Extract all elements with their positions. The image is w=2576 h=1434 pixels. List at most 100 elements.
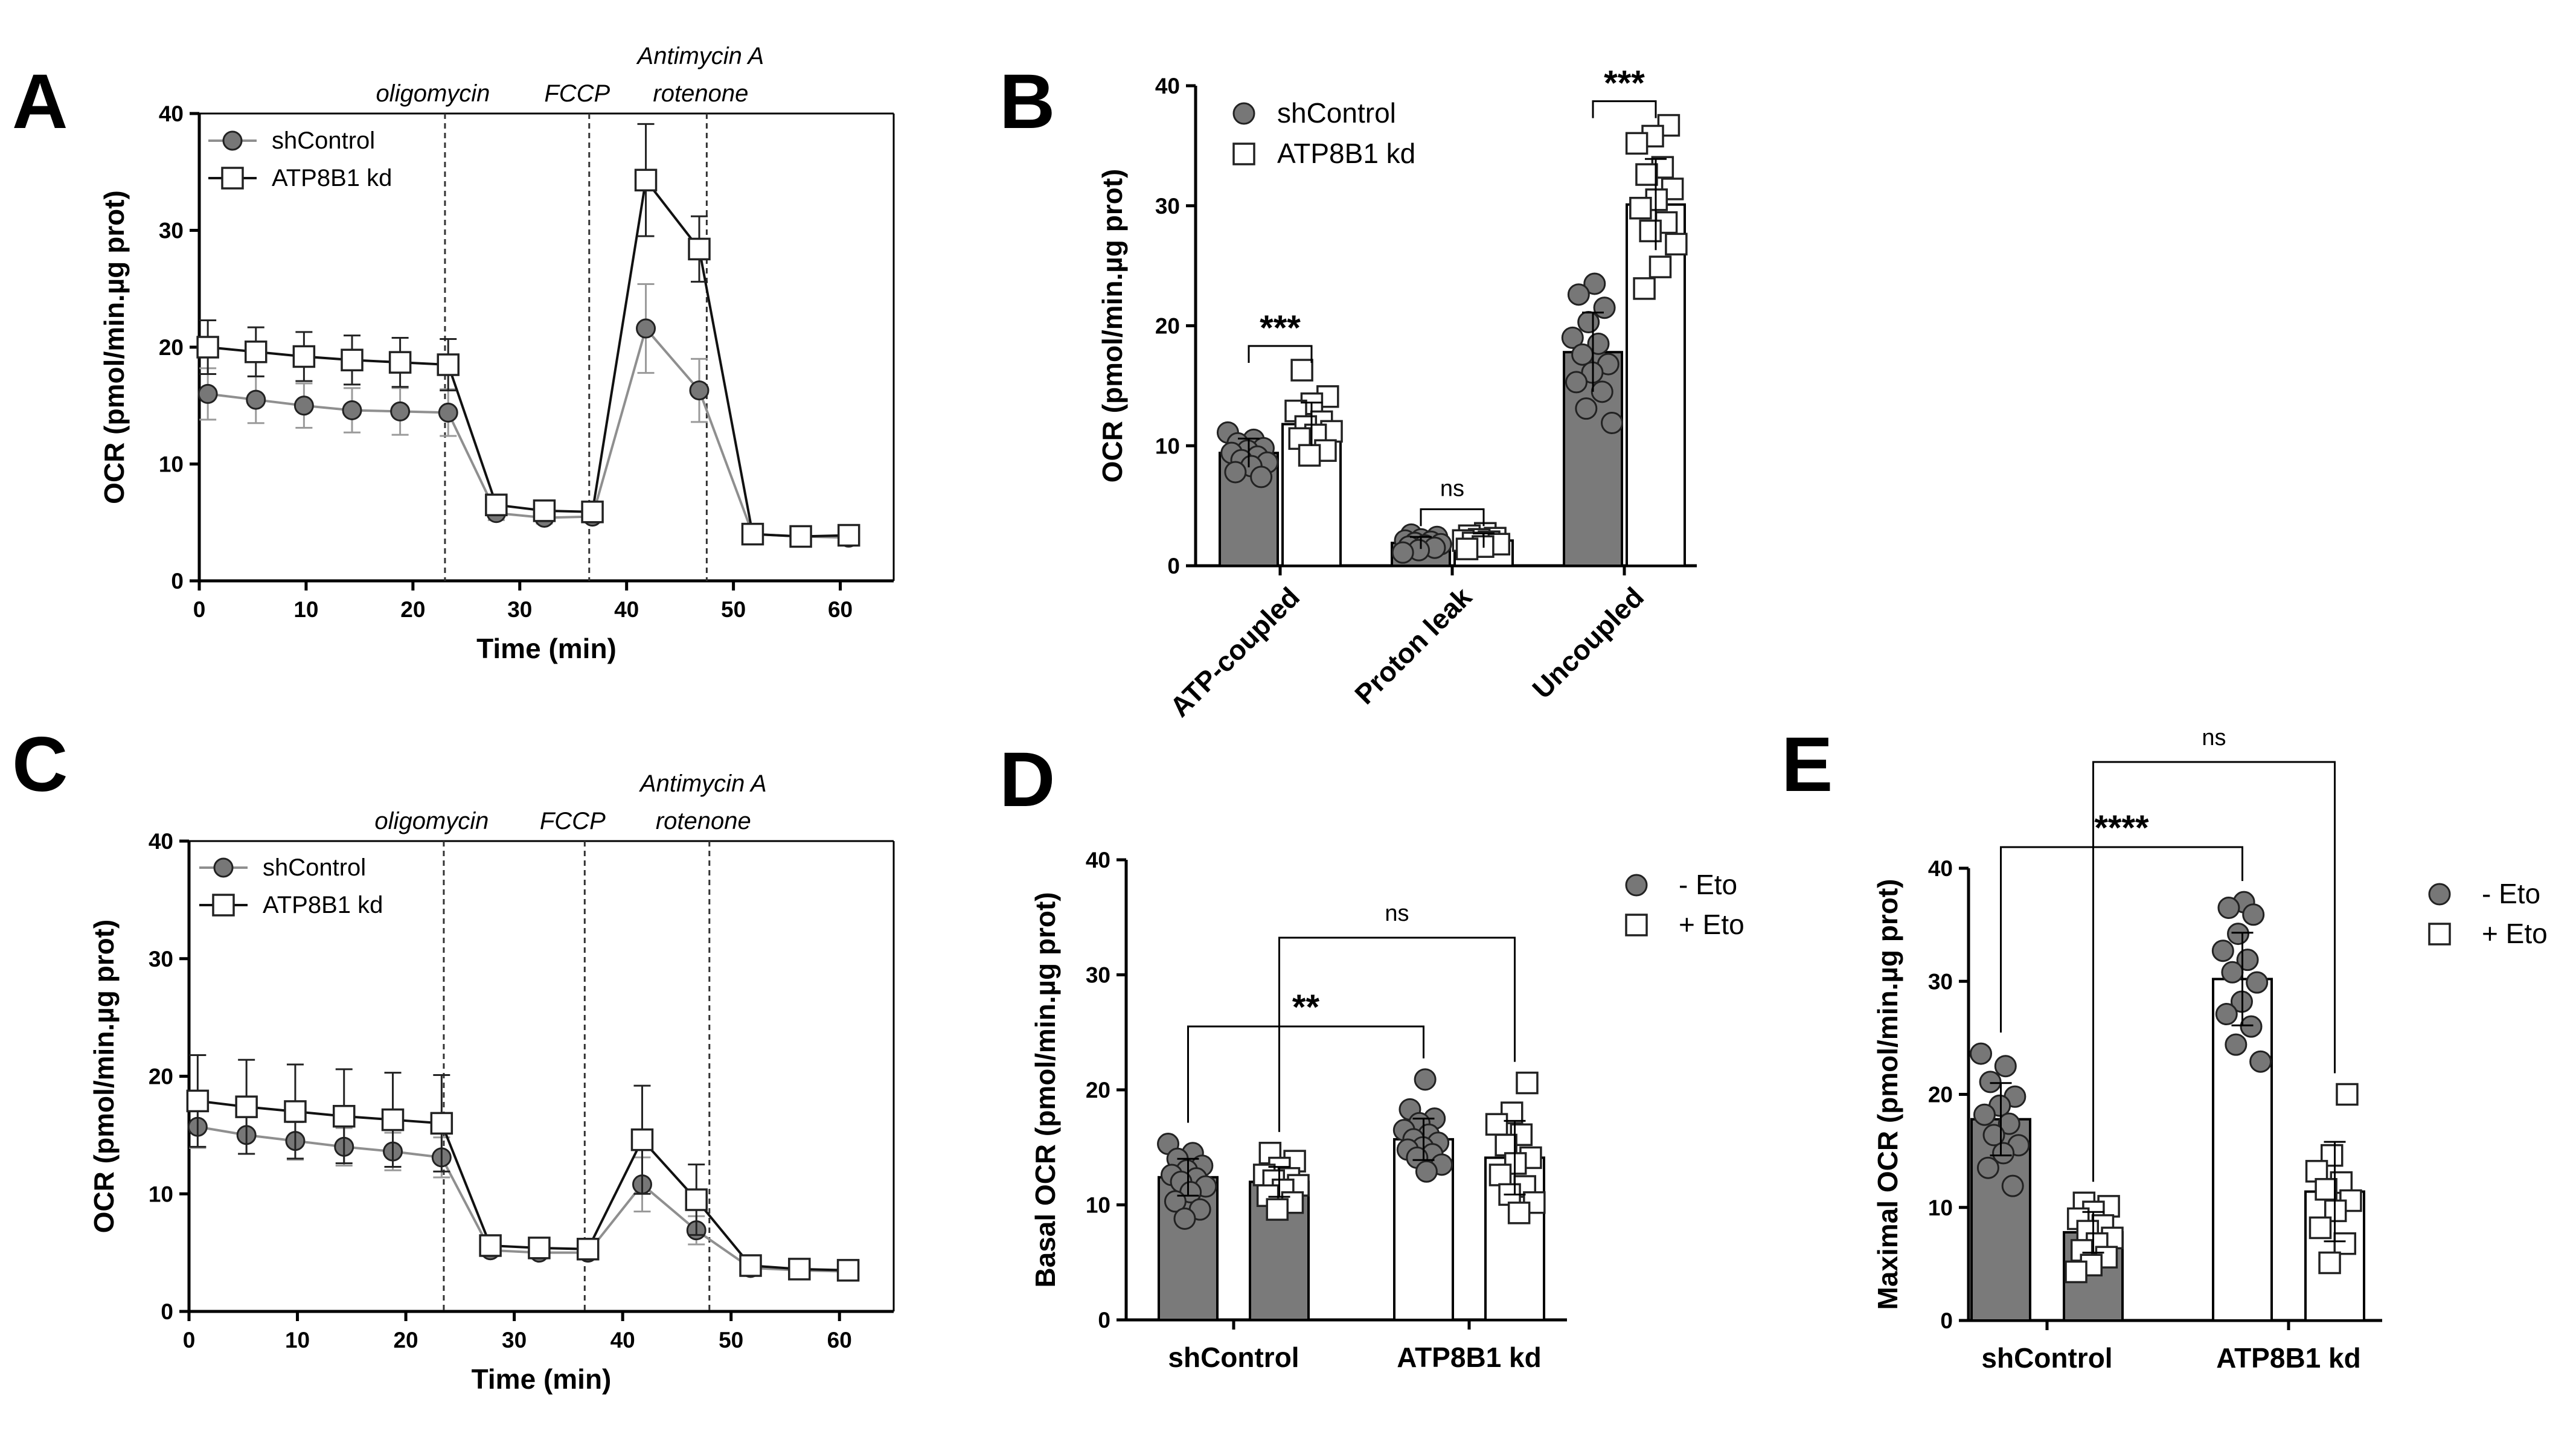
panel-D-chart: 0 10 20 30 40 Basal OCR (pmol/min.µg prot) shC… [1030,848,1745,1373]
data-point [1979,1071,2002,1093]
legend-marker [2428,923,2451,946]
legend-marker [212,894,235,917]
data-point [1593,296,1616,319]
data-point [1414,1068,1437,1091]
bar-group [1249,1142,1310,1322]
x-tick-label: 50 [719,1328,743,1352]
data-point [485,493,508,516]
y-tick-label: 10 [159,452,184,477]
data-point [1224,461,1247,484]
injection-label: rotenone [656,808,751,834]
bar-group [1970,1042,2031,1322]
panel-B-chart: 0 10 20 30 40 OCR (pmol/min.µg prot) ATP-coupl… [1097,64,1697,723]
data-point [581,501,604,523]
x-tick-label: 10 [293,597,318,622]
y-tick-label: 20 [1928,1083,1953,1107]
legend-label: + Eto [2482,918,2548,949]
injection-label: FCCP [544,80,610,107]
legend-label: shControl [263,854,366,881]
y-axis-label: OCR (pmol/min.µg prot) [88,920,120,1234]
data-point [2315,1178,2337,1201]
data-point [430,1112,453,1135]
panel-E-chart: 0 10 20 30 40 Maximal OCR (pmol/min.µg prot) s… [1872,725,2548,1374]
panel-label-A: A [12,59,68,145]
data-point [1601,411,1624,434]
bar-group [1392,1068,1454,1322]
injection-label: oligomycin [374,808,489,834]
data-point [2336,1083,2359,1106]
data-point [688,237,711,261]
panel-A-chart: 0 10 20 30 40 0 10 20 30 40 50 60 Time (min) OCR (pmo… [98,43,895,664]
data-point [1976,1156,1999,1179]
data-point [630,1128,654,1151]
data-point [1648,255,1672,278]
data-point [1577,311,1600,334]
data-point [1266,1198,1289,1221]
y-tick-label: 0 [1167,554,1180,578]
data-point [390,401,411,421]
x-tick-label: 40 [614,597,639,622]
series-shcontrol [197,283,859,548]
data-point [1561,326,1584,349]
data-point [2249,1050,2272,1073]
category-label: ATP8B1 kd [1397,1342,1541,1373]
data-point [1507,1202,1531,1224]
bar-group [1157,1133,1219,1322]
data-point [1567,283,1590,306]
data-point [1591,380,1613,403]
data-point [438,402,458,423]
data-point [1565,371,1588,394]
legend-marker [1625,914,1648,936]
y-axis-label: OCR (pmol/min.µg prot) [98,190,130,504]
x-tick-label: 30 [502,1328,527,1352]
legend-label: + Eto [1679,909,1745,940]
data-point [1973,1103,1996,1126]
significance-label: ns [1440,476,1464,501]
data-point [437,353,460,376]
legend-marker [221,167,244,190]
x-tick-label: 60 [828,597,853,622]
bar-group [1484,1071,1546,1322]
x-tick-label: 0 [183,1328,196,1352]
x-tick-label: 20 [400,597,425,622]
data-point [1625,132,1648,155]
data-point [2225,1033,2248,1056]
data-point [2065,1260,2087,1284]
data-point [1635,163,1658,186]
data-point [2318,1251,2341,1275]
data-point [1488,1164,1512,1186]
injection-label: Antimycin A [639,770,767,797]
x-tick-label: 0 [193,597,206,622]
data-point [1290,359,1313,382]
legend-marker [222,130,243,151]
bar-group [2063,1191,2124,1322]
data-point [2246,971,2269,994]
significance-bracket [2000,846,2243,1033]
panel-label-B: B [999,59,1055,145]
y-tick-label: 20 [149,1064,173,1089]
data-point [1982,1124,2005,1147]
legend-label: ATP8B1 kd [272,165,392,191]
data-point [1501,1101,1523,1124]
data-point [1516,1071,1539,1095]
data-point [1485,1113,1508,1136]
legend-label: shControl [272,127,375,154]
data-point [1250,466,1273,488]
y-tick-label: 20 [1155,314,1180,339]
data-point [2211,939,2234,962]
legend-marker [1232,142,1255,165]
category-label: ATP-coupled [1164,581,1306,723]
injection-label: oligomycin [376,80,490,107]
data-point [1994,1055,2017,1078]
data-point [836,1259,860,1282]
y-tick-label: 40 [1155,74,1180,98]
data-point [284,1100,307,1123]
y-tick-label: 40 [159,101,184,126]
x-tick-label: 40 [610,1328,635,1352]
data-point [634,168,658,192]
significance-label: ns [2202,725,2226,751]
bar-group [1452,522,1514,568]
y-tick-label: 30 [159,219,184,243]
panel-label-D: D [999,737,1055,823]
data-point [197,383,218,404]
